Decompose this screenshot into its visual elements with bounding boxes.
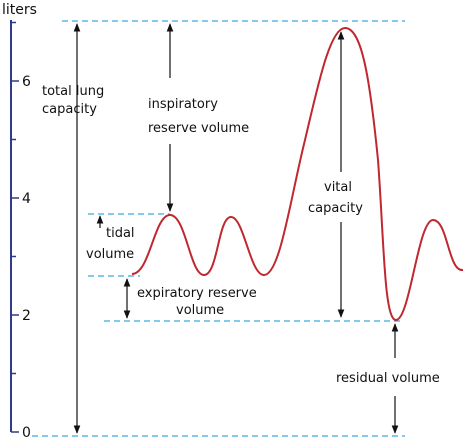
label-total-lung-capacity-line1: total lung	[42, 84, 104, 99]
label-inspiratory-reserve-line1: inspiratory	[148, 97, 218, 112]
tick-label-6: 6	[22, 74, 31, 90]
label-total-lung-capacity-line2: capacity	[42, 102, 97, 117]
label-expiratory-reserve-line1: expiratory reserve	[137, 286, 257, 301]
label-tidal-volume-line2: volume	[86, 247, 134, 262]
y-axis-ticks: 0 2 4 6	[11, 21, 31, 441]
label-expiratory-reserve-volume: expiratory reserve volume	[137, 286, 261, 318]
label-total-lung-capacity: total lung capacity	[42, 84, 108, 117]
tick-label-2: 2	[22, 308, 31, 324]
y-axis-unit-label: liters	[2, 2, 37, 18]
tick-label-4: 4	[22, 191, 31, 207]
label-tidal-volume-line1: tidal	[106, 226, 135, 241]
tick-label-0: 0	[22, 425, 31, 438]
guide-lines	[32, 20, 405, 437]
label-residual-volume: residual volume	[336, 371, 440, 386]
label-vital-capacity-line1: vital	[324, 180, 352, 195]
label-vital-capacity: vital capacity	[308, 180, 363, 216]
measurement-arrows	[73, 23, 399, 434]
label-vital-capacity-line2: capacity	[308, 201, 363, 216]
label-tidal-volume: tidal volume	[86, 226, 139, 262]
spirometry-curve	[131, 26, 464, 322]
diagram-labels: total lung capacity inspiratory reserve …	[42, 84, 440, 386]
label-expiratory-reserve-line2: volume	[176, 303, 224, 318]
label-residual-volume-line1: residual volume	[336, 371, 440, 386]
label-inspiratory-reserve-line2: reserve volume	[148, 121, 249, 136]
label-inspiratory-reserve-volume: inspiratory reserve volume	[148, 97, 249, 136]
